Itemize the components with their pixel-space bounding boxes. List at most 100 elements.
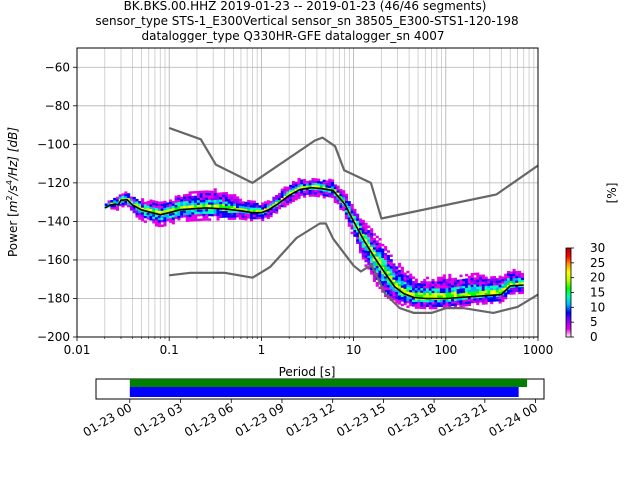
ppsd-heat-cell — [439, 281, 444, 284]
ppsd-heat-cell — [423, 295, 427, 298]
ppsd-heat-cell — [289, 189, 293, 192]
ppsd-heat-cell — [495, 282, 499, 286]
ppsd-heat-cell — [423, 290, 427, 294]
ppsd-heat-cell — [208, 204, 212, 207]
ppsd-heat-cell — [252, 209, 256, 213]
ppsd-heat-cell — [194, 209, 198, 213]
ppsd-heat-cell — [403, 302, 407, 306]
ppsd-heat-cell — [384, 285, 388, 288]
ppsd-heat-cell — [423, 299, 427, 303]
ppsd-heat-cell — [328, 183, 332, 186]
ppsd-heat-cell — [152, 202, 156, 206]
ppsd-heat-cell — [420, 283, 424, 286]
ppsd-heat-cell — [143, 204, 147, 207]
ppsd-heat-cell — [194, 195, 198, 199]
ppsd-heat-cell — [386, 280, 390, 283]
ppsd-heat-cell — [258, 207, 262, 211]
ppsd-heat-cell — [233, 198, 237, 202]
ppsd-heat-cell — [431, 299, 435, 303]
ppsd-heat-cell — [322, 184, 326, 187]
ppsd-heat-cell — [453, 282, 457, 285]
ppsd-heat-cell — [378, 245, 382, 248]
ppsd-heat-cell — [155, 223, 159, 227]
ppsd-heat-cell — [185, 200, 189, 204]
ppsd-heat-cell — [247, 202, 251, 205]
ppsd-heat-cell — [437, 285, 441, 289]
ppsd-heat-cell — [177, 215, 181, 219]
ppsd-heat-cell — [266, 211, 270, 215]
ppsd-heat-cell — [303, 179, 307, 182]
ppsd-heat-cell — [409, 285, 413, 288]
ppsd-heat-cell — [244, 217, 248, 221]
ppsd-heat-cell — [194, 211, 198, 215]
ppsd-heat-cell — [191, 214, 195, 217]
ppsd-heat-cell — [249, 207, 254, 210]
ppsd-heat-cell — [372, 277, 376, 280]
ppsd-heat-cell — [375, 249, 379, 253]
ppsd-heat-cell — [155, 219, 159, 222]
ppsd-heat-cell — [291, 185, 295, 189]
ppsd-heat-cell — [350, 224, 354, 228]
ppsd-heat-cell — [333, 195, 337, 199]
chart-title-line-1: BK.BKS.00.HHZ 2019-01-23 -- 2019-01-23 (… — [124, 0, 487, 13]
ppsd-heat-cell — [518, 270, 522, 274]
ppsd-heat-cell — [213, 190, 217, 194]
ppsd-heat-cell — [372, 237, 376, 241]
ppsd-heat-cell — [143, 201, 147, 205]
ppsd-heat-cell — [261, 207, 265, 210]
ppsd-heat-cell — [386, 273, 390, 276]
ppsd-heat-cell — [473, 286, 477, 290]
ppsd-heat-cell — [520, 275, 525, 278]
ppsd-heat-cell — [347, 205, 351, 209]
ppsd-heat-cell — [205, 197, 209, 200]
ppsd-heat-cell — [386, 254, 390, 258]
ppsd-heat-cell — [269, 205, 273, 209]
ppsd-heat-cell — [439, 295, 444, 298]
ppsd-heat-cell — [129, 196, 133, 200]
ppsd-heat-cell — [135, 208, 139, 211]
ppsd-heat-cell — [356, 220, 360, 224]
ppsd-heat-cell — [375, 242, 379, 246]
ppsd-heat-cell — [403, 277, 407, 280]
ppsd-heat-cell — [484, 281, 488, 284]
ppsd-heat-cell — [459, 302, 463, 305]
ppsd-heat-cell — [247, 206, 251, 210]
ppsd-heat-cell — [202, 213, 206, 217]
ppsd-heat-cell — [476, 293, 480, 296]
ppsd-heat-cell — [129, 201, 133, 204]
ppsd-heat-cell — [386, 289, 390, 293]
ppsd-heat-cell — [171, 221, 175, 225]
ppsd-heat-cell — [129, 205, 133, 209]
ppsd-heat-cell — [448, 294, 452, 298]
ppsd-heat-cell — [361, 231, 365, 234]
ppsd-heat-cell — [322, 195, 326, 199]
ppsd-heat-cell — [275, 199, 279, 203]
ppsd-heat-cell — [501, 285, 505, 289]
ppsd-heat-cell — [249, 202, 254, 206]
colorbar-tick-label: 15 — [590, 286, 605, 300]
ppsd-heat-cell — [409, 303, 413, 307]
ppsd-heat-cell — [182, 205, 187, 209]
ppsd-heat-cell — [495, 280, 499, 283]
ppsd-heat-cell — [255, 216, 259, 220]
ppsd-heat-cell — [378, 261, 382, 264]
ppsd-heat-cell — [275, 197, 279, 200]
ppsd-heat-cell — [420, 281, 424, 284]
ppsd-heat-cell — [168, 199, 173, 203]
ppsd-heat-cell — [219, 194, 223, 198]
ppsd-heat-cell — [297, 177, 301, 181]
ppsd-heat-cell — [213, 197, 217, 201]
ppsd-heat-cell — [409, 301, 413, 304]
ppsd-heat-cell — [216, 192, 220, 196]
ppsd-heat-cell — [462, 295, 466, 298]
ppsd-heat-cell — [213, 211, 217, 214]
ppsd-heat-cell — [506, 289, 511, 293]
ppsd-heat-cell — [347, 208, 351, 211]
ppsd-heat-cell — [202, 197, 206, 200]
ppsd-heat-cell — [283, 191, 287, 194]
ppsd-heat-cell — [445, 290, 449, 293]
ppsd-heat-cell — [311, 180, 315, 183]
ppsd-heat-cell — [216, 199, 220, 203]
ppsd-heat-cell — [182, 194, 187, 197]
new-low-noise-model-line — [169, 222, 539, 314]
